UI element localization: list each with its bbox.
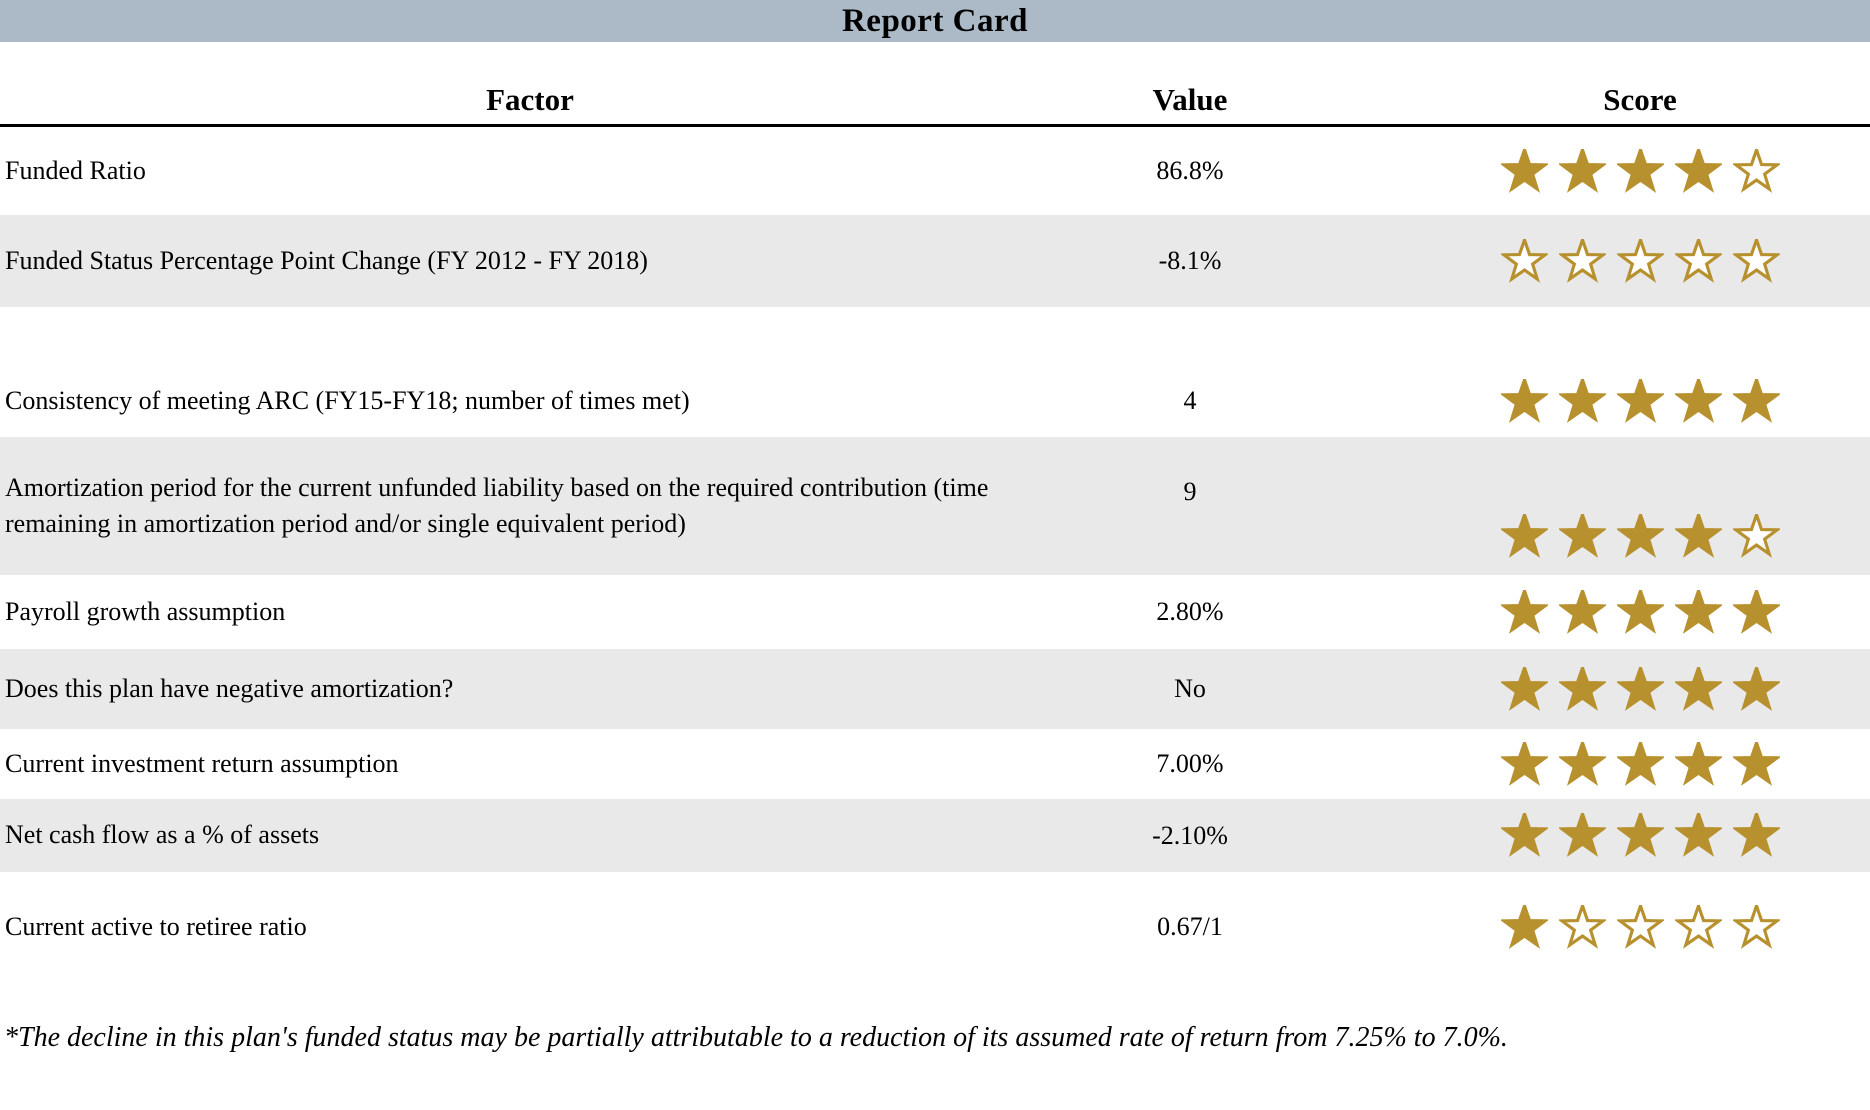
- star-filled-icon: [1616, 813, 1664, 857]
- star-filled-icon: [1674, 148, 1722, 193]
- footnote: *The decline in this plan's funded statu…: [4, 1022, 1508, 1053]
- star-filled-icon: [1674, 514, 1722, 558]
- star-filled-icon: [1500, 741, 1548, 786]
- star-filled-icon: [1732, 589, 1780, 634]
- star-filled-icon: [1558, 589, 1606, 634]
- column-header-score: Score: [1603, 82, 1677, 117]
- star-filled-icon: [1732, 741, 1780, 786]
- star-rating: [1320, 799, 1870, 872]
- value-cell: -2.10%: [1152, 820, 1228, 850]
- value-cell: 9: [1183, 477, 1197, 506]
- table-row: Funded Status Percentage Point Change (F…: [0, 215, 1870, 307]
- report-table: Factor Value Score Funded Ratio 86.8% Fu…: [0, 42, 1870, 982]
- star-empty-icon: [1732, 238, 1780, 283]
- star-empty-icon: [1732, 904, 1780, 949]
- star-filled-icon: [1616, 378, 1664, 423]
- star-filled-icon: [1558, 378, 1606, 423]
- table-row: Current active to retiree ratio 0.67/1: [0, 872, 1870, 982]
- star-filled-icon: [1732, 813, 1780, 857]
- star-filled-icon: [1674, 666, 1722, 711]
- star-filled-icon: [1616, 148, 1664, 193]
- star-empty-icon: [1674, 904, 1722, 949]
- star-filled-icon: [1674, 378, 1722, 423]
- star-filled-icon: [1558, 666, 1606, 711]
- star-filled-icon: [1558, 741, 1606, 786]
- factor-cell: Amortization period for the current unfu…: [5, 472, 989, 538]
- star-filled-icon: [1732, 378, 1780, 423]
- report-card-page: Report Card Factor Value Score Funded Ra…: [0, 0, 1870, 1053]
- factor-cell: Funded Ratio: [5, 155, 146, 185]
- star-filled-icon: [1558, 813, 1606, 857]
- value-cell: 2.80%: [1156, 597, 1224, 626]
- factor-cell: Consistency of meeting ARC (FY15-FY18; n…: [5, 385, 690, 415]
- factor-cell: Funded Status Percentage Point Change (F…: [5, 245, 648, 275]
- table-row: Amortization period for the current unfu…: [0, 437, 1870, 575]
- table-header-row: Factor Value Score: [0, 42, 1870, 127]
- star-empty-icon: [1674, 238, 1722, 283]
- star-filled-icon: [1500, 514, 1548, 558]
- star-filled-icon: [1500, 589, 1548, 634]
- star-filled-icon: [1500, 148, 1548, 193]
- star-rating: [1320, 872, 1870, 982]
- title-bar: Report Card: [0, 0, 1870, 42]
- star-filled-icon: [1558, 148, 1606, 193]
- column-header-factor: Factor: [486, 82, 574, 117]
- star-empty-icon: [1558, 238, 1606, 283]
- star-empty-icon: [1732, 148, 1780, 193]
- star-rating: [1320, 437, 1870, 575]
- table-row: Payroll growth assumption 2.80%: [0, 575, 1870, 649]
- factor-cell: Current active to retiree ratio: [5, 911, 307, 941]
- star-empty-icon: [1500, 238, 1548, 283]
- star-filled-icon: [1674, 813, 1722, 857]
- spacer-row: [0, 307, 1870, 365]
- star-filled-icon: [1500, 378, 1548, 423]
- star-filled-icon: [1674, 741, 1722, 786]
- value-cell: 0.67/1: [1157, 912, 1223, 941]
- star-empty-icon: [1558, 904, 1606, 949]
- star-rating: [1320, 729, 1870, 799]
- table-row: Funded Ratio 86.8%: [0, 127, 1870, 215]
- table-row: Net cash flow as a % of assets -2.10%: [0, 799, 1870, 872]
- star-filled-icon: [1616, 514, 1664, 558]
- star-filled-icon: [1558, 514, 1606, 558]
- star-empty-icon: [1732, 514, 1780, 558]
- column-header-value: Value: [1152, 82, 1228, 117]
- table-row: Current investment return assumption 7.0…: [0, 729, 1870, 799]
- star-filled-icon: [1500, 904, 1548, 949]
- star-filled-icon: [1500, 666, 1548, 711]
- star-filled-icon: [1500, 813, 1548, 857]
- star-filled-icon: [1616, 666, 1664, 711]
- factor-cell: Current investment return assumption: [5, 748, 399, 778]
- star-filled-icon: [1616, 589, 1664, 634]
- star-rating: [1320, 127, 1870, 215]
- page-title: Report Card: [841, 2, 1029, 39]
- star-empty-icon: [1616, 904, 1664, 949]
- table-row: Does this plan have negative amortizatio…: [0, 649, 1870, 729]
- table-row: Consistency of meeting ARC (FY15-FY18; n…: [0, 365, 1870, 437]
- star-rating: [1320, 649, 1870, 729]
- value-cell: 86.8%: [1156, 156, 1224, 185]
- factor-cell: Payroll growth assumption: [5, 596, 286, 626]
- star-filled-icon: [1732, 666, 1780, 711]
- star-empty-icon: [1616, 238, 1664, 283]
- value-cell: 7.00%: [1156, 749, 1224, 778]
- star-filled-icon: [1674, 589, 1722, 634]
- star-rating: [1320, 215, 1870, 307]
- star-rating: [1320, 575, 1870, 649]
- factor-cell: Does this plan have negative amortizatio…: [5, 673, 454, 703]
- value-cell: 4: [1183, 386, 1197, 415]
- star-rating: [1320, 365, 1870, 437]
- value-cell: -8.1%: [1158, 246, 1222, 275]
- star-filled-icon: [1616, 741, 1664, 786]
- value-cell: No: [1174, 674, 1206, 703]
- factor-cell: Net cash flow as a % of assets: [5, 820, 320, 850]
